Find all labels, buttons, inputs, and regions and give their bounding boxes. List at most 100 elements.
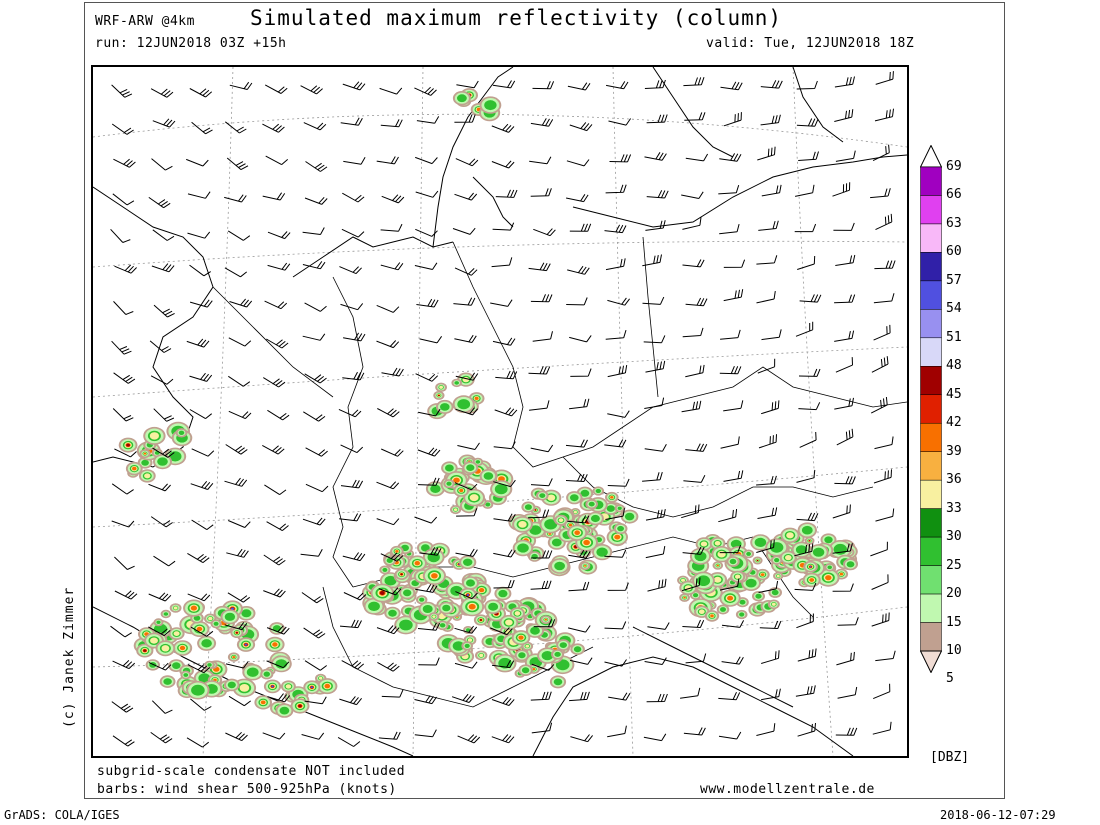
wind-barb-icon	[644, 397, 665, 409]
colorbar-swatch	[920, 280, 942, 310]
reflectivity-cell	[617, 525, 624, 532]
reflectivity-cell	[525, 644, 530, 648]
author-credit: (c) Janek Zimmer	[62, 586, 77, 728]
wind-barb-icon	[874, 260, 896, 270]
wind-barb-icon	[493, 579, 515, 589]
wind-barb-icon	[530, 188, 552, 197]
run-label: run: 12JUN2018 03Z +15h	[95, 36, 287, 51]
wind-barb-icon	[417, 622, 441, 631]
reflectivity-cell	[681, 578, 685, 582]
wind-barb-icon	[418, 657, 440, 666]
wind-barb-icon	[565, 473, 588, 482]
wind-barb-icon	[454, 334, 477, 343]
wind-barb-icon	[757, 507, 778, 519]
wind-barb-icon	[340, 303, 364, 311]
wind-barb-icon	[417, 447, 441, 457]
reflectivity-cell	[466, 464, 475, 472]
wind-barb-icon	[685, 364, 705, 378]
colorbar-tick-label: 42	[946, 415, 962, 431]
reflectivity-cell	[544, 618, 547, 621]
wind-barb-icon	[414, 695, 437, 705]
colorbar	[920, 145, 942, 673]
wind-barb-icon	[153, 555, 176, 567]
reflectivity-cell	[368, 601, 380, 611]
reflectivity-cell	[825, 575, 832, 581]
wind-barb-icon	[153, 408, 175, 422]
wind-barb-icon	[454, 625, 478, 634]
reflectivity-cell	[624, 512, 635, 521]
reflectivity-cell	[193, 615, 201, 621]
wind-barb-icon	[186, 338, 210, 348]
wind-barb-icon	[416, 116, 440, 124]
wind-barb-icon	[224, 267, 248, 278]
wind-barb-icon	[719, 545, 742, 554]
reflectivity-cell	[179, 645, 186, 651]
reflectivity-cell	[208, 616, 213, 621]
wind-barb-icon	[645, 546, 666, 559]
wind-barb-icon	[834, 476, 856, 485]
reflectivity-cell	[161, 645, 170, 652]
reflectivity-cell	[422, 605, 433, 613]
wind-barb-icon	[723, 289, 744, 302]
wind-barb-icon	[721, 656, 744, 665]
wind-barb-icon	[530, 691, 552, 701]
wind-barb-icon	[305, 161, 328, 172]
wind-barb-icon	[111, 84, 133, 98]
reflectivity-cell	[559, 642, 567, 648]
wind-barb-icon	[643, 335, 666, 344]
reflectivity-cell	[466, 579, 475, 587]
wind-barb-icon	[380, 448, 404, 457]
wind-barb-icon	[376, 481, 400, 490]
wind-barb-icon	[494, 407, 518, 417]
wind-barb-icon	[645, 360, 666, 373]
wind-barb-icon	[530, 118, 554, 127]
wind-barb-icon	[191, 448, 215, 457]
wind-barb-icon	[836, 651, 855, 666]
reflectivity-cell	[474, 396, 479, 400]
wind-barb-icon	[530, 294, 553, 303]
wind-barb-icon	[833, 222, 855, 231]
colorbar-tick-label: 60	[946, 244, 962, 260]
reflectivity-cell	[431, 573, 438, 579]
wind-barb-icon	[835, 727, 858, 736]
colorbar-swatch	[920, 252, 942, 282]
wind-barb-icon	[224, 121, 247, 134]
wind-barb-icon	[263, 554, 286, 566]
wind-barb-icon	[834, 397, 854, 410]
wind-barb-icon	[150, 88, 174, 98]
wind-barb-icon	[187, 593, 211, 602]
wind-barb-icon	[303, 411, 326, 422]
wind-barb-icon	[682, 546, 705, 555]
reflectivity-cell	[400, 573, 403, 576]
reflectivity-cell	[432, 615, 436, 618]
reflectivity-cell	[754, 537, 767, 547]
wind-barb-icon	[871, 612, 890, 627]
wind-barb-icon	[113, 372, 136, 384]
wind-barb-icon	[380, 119, 403, 128]
wind-barb-icon	[302, 261, 326, 270]
wind-barb-icon	[341, 228, 365, 238]
wind-barb-icon	[798, 151, 819, 161]
reflectivity-cell	[241, 609, 252, 618]
reflectivity-cell	[279, 706, 290, 715]
reflectivity-cell	[505, 619, 513, 626]
wind-barb-icon	[453, 297, 476, 306]
reflectivity-cell	[771, 589, 779, 596]
reflectivity-cell	[614, 534, 621, 540]
wind-barb-icon	[723, 470, 744, 482]
wind-barb-icon	[834, 294, 856, 304]
wind-barb-icon	[415, 190, 439, 198]
wind-barb-icon	[834, 109, 854, 122]
wind-barb-icon	[757, 146, 776, 161]
wind-barb-icon	[605, 508, 625, 520]
reflectivity-cell	[484, 100, 497, 111]
reflectivity-cell	[786, 532, 794, 539]
wind-barb-icon	[266, 338, 289, 349]
colorbar-tick-label: 57	[946, 272, 962, 288]
wind-barb-icon	[756, 539, 775, 553]
wind-barb-icon	[797, 255, 816, 270]
wind-barb-icon	[569, 335, 592, 343]
wind-barb-icon	[229, 298, 253, 308]
wind-barb-icon	[304, 373, 327, 384]
reflectivity-cell	[227, 681, 236, 689]
